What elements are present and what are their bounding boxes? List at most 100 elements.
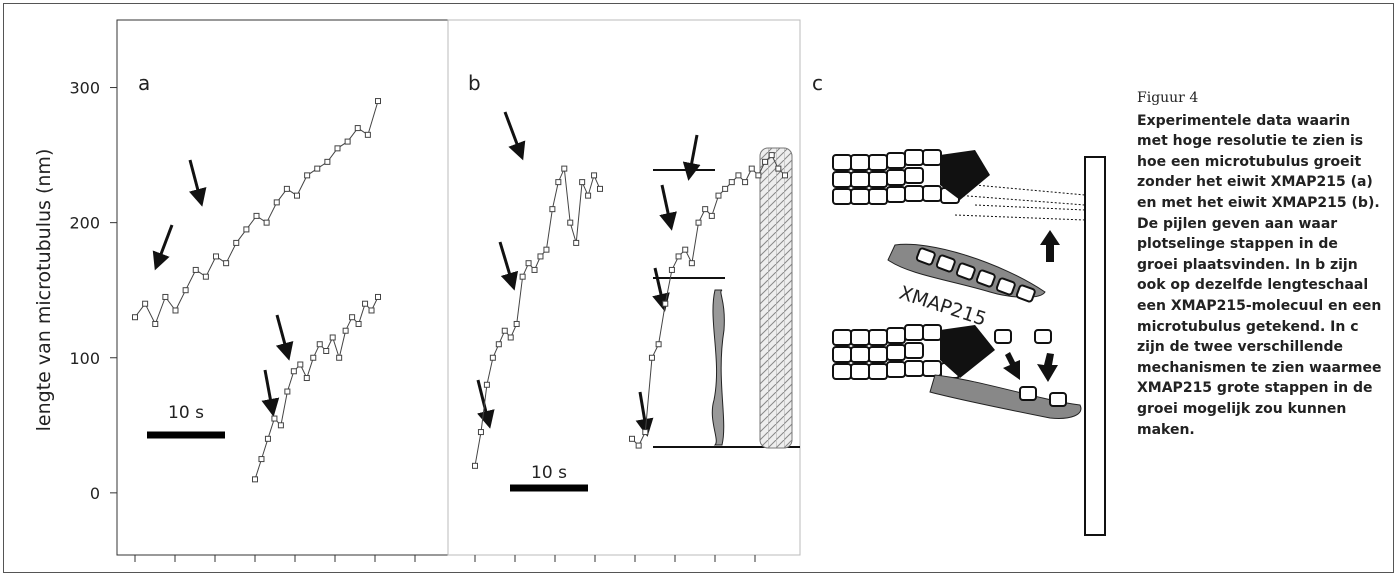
data-point (508, 335, 513, 340)
data-point (568, 220, 573, 225)
data-point (278, 423, 283, 428)
data-point (663, 301, 668, 306)
y-tick-label: 200 (69, 214, 100, 233)
data-point (203, 274, 208, 279)
data-point (244, 227, 249, 232)
data-point (643, 430, 648, 435)
data-point (696, 220, 701, 225)
y-tick-label: 300 (69, 79, 100, 98)
data-point (369, 308, 374, 313)
data-point (335, 146, 340, 151)
data-point (473, 463, 478, 468)
data-point (580, 180, 585, 185)
data-point (305, 173, 310, 178)
data-point (356, 321, 361, 326)
data-point (274, 200, 279, 205)
data-point (538, 254, 543, 259)
data-point (153, 321, 158, 326)
data-point (264, 220, 269, 225)
data-point (350, 315, 355, 320)
xmap215-molecule (712, 290, 724, 445)
data-point (311, 355, 316, 360)
data-point (324, 348, 329, 353)
data-point (224, 261, 229, 266)
data-point (630, 436, 635, 441)
data-point (363, 301, 368, 306)
data-point (298, 362, 303, 367)
data-point (636, 443, 641, 448)
data-point (520, 274, 525, 279)
panel-label: a (138, 71, 150, 95)
data-point (337, 355, 342, 360)
trace (475, 169, 600, 466)
data-point (656, 342, 661, 347)
scale-bar-label: 10 s (531, 463, 567, 483)
data-point (173, 308, 178, 313)
data-point (683, 247, 688, 252)
data-point (163, 294, 168, 299)
data-point (355, 126, 360, 131)
data-point (649, 355, 654, 360)
data-point (317, 342, 322, 347)
panel-label: b (468, 71, 481, 95)
data-point (723, 186, 728, 191)
data-point (265, 436, 270, 441)
data-point (756, 173, 761, 178)
data-point (295, 193, 300, 198)
data-point (689, 261, 694, 266)
data-point (769, 153, 774, 158)
data-point (365, 132, 370, 137)
data-point (193, 267, 198, 272)
data-point (376, 99, 381, 104)
data-point (574, 240, 579, 245)
data-point (330, 335, 335, 340)
data-point (376, 294, 381, 299)
data-point (550, 207, 555, 212)
data-point (743, 180, 748, 185)
data-point (749, 166, 754, 171)
y-axis-label: lengte van microtubulus (nm) (33, 149, 55, 432)
y-tick-label: 0 (90, 484, 100, 503)
data-point (669, 267, 674, 272)
data-point (703, 207, 708, 212)
panel-a-frame (117, 20, 448, 555)
trace (135, 101, 378, 324)
diagram-c: XMAP215 (833, 150, 1105, 535)
microtubule-drawing (760, 148, 792, 448)
data-point (253, 477, 258, 482)
data-point (526, 261, 531, 266)
data-point (325, 159, 330, 164)
molecule-label: XMAP215 (896, 282, 989, 331)
data-point (259, 457, 264, 462)
data-point (544, 247, 549, 252)
data-point (592, 173, 597, 178)
caption-label: Figuur 4 (1137, 88, 1382, 109)
data-point (556, 180, 561, 185)
data-point (183, 288, 188, 293)
data-point (532, 267, 537, 272)
data-point (586, 193, 591, 198)
data-point (676, 254, 681, 259)
data-point (284, 186, 289, 191)
data-point (345, 139, 350, 144)
y-tick-label: 100 (69, 349, 100, 368)
data-point (783, 173, 788, 178)
scale-bar-label: 10 s (168, 403, 204, 423)
data-point (709, 213, 714, 218)
data-point (214, 254, 219, 259)
data-point (234, 240, 239, 245)
x-ticks (135, 555, 755, 562)
data-point (285, 389, 290, 394)
panel-label: c (812, 71, 823, 95)
data-point (763, 159, 768, 164)
data-point (272, 416, 277, 421)
panel-b-frame (448, 20, 800, 555)
data-point (729, 180, 734, 185)
data-point (562, 166, 567, 171)
data-point (315, 166, 320, 171)
data-point (490, 355, 495, 360)
data-point (143, 301, 148, 306)
data-point (343, 328, 348, 333)
data-point (254, 213, 259, 218)
data-point (736, 173, 741, 178)
